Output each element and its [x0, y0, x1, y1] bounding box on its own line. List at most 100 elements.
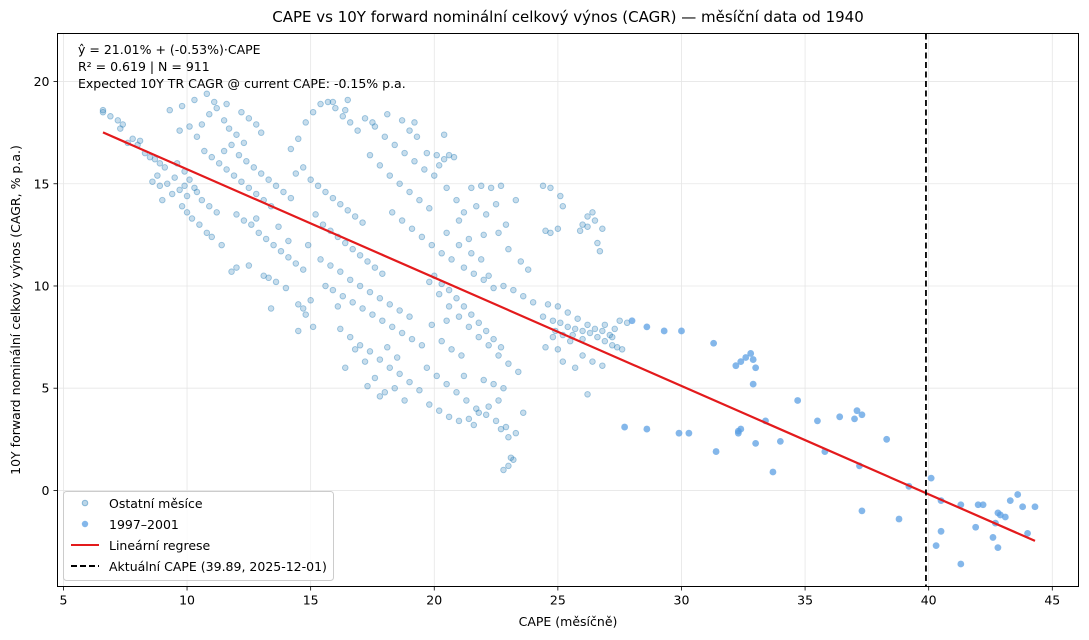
- point-other-month: [342, 106, 349, 114]
- point-other-month: [485, 403, 492, 410]
- point-other-month: [435, 162, 443, 169]
- point-other-month: [455, 313, 463, 320]
- point-other-month: [129, 135, 136, 143]
- point-other-month: [183, 209, 191, 216]
- y-tick-label: 20: [34, 74, 50, 89]
- point-other-month: [168, 190, 176, 198]
- point-other-month: [398, 329, 406, 337]
- point-other-month: [584, 213, 591, 220]
- point-other-month: [549, 333, 557, 341]
- point-other-month: [295, 327, 302, 335]
- point-other-month: [228, 141, 235, 149]
- point-other-month: [584, 321, 591, 329]
- point-other-month: [599, 327, 606, 335]
- point-other-month: [431, 172, 438, 179]
- point-other-month: [564, 323, 572, 331]
- point-other-month: [613, 344, 621, 351]
- point-other-month: [369, 119, 376, 126]
- point-other-month: [475, 409, 483, 416]
- point-other-month: [512, 196, 520, 204]
- point-other-month: [312, 211, 319, 218]
- point-other-month: [495, 397, 502, 404]
- point-1997-2001: [712, 448, 720, 455]
- point-other-month: [359, 305, 366, 312]
- point-other-month: [579, 327, 586, 335]
- point-other-month: [384, 344, 391, 351]
- point-other-month: [233, 264, 240, 271]
- y-tick-label: 0: [42, 483, 50, 498]
- point-other-month: [198, 121, 206, 128]
- point-other-month: [388, 209, 396, 216]
- point-other-month: [589, 358, 596, 365]
- point-other-month: [334, 303, 342, 310]
- point-other-month: [193, 133, 201, 140]
- point-other-month: [386, 364, 394, 372]
- point-other-month: [458, 352, 465, 359]
- point-other-month: [510, 286, 517, 294]
- point-other-month: [500, 466, 507, 474]
- point-other-month: [257, 170, 265, 177]
- point-1997-2001: [1031, 503, 1039, 511]
- point-other-month: [171, 174, 178, 181]
- point-1997-2001: [675, 429, 683, 437]
- point-other-month: [136, 137, 144, 145]
- point-other-month: [381, 389, 389, 396]
- point-other-month: [253, 121, 260, 128]
- point-other-month: [228, 268, 235, 275]
- point-other-month: [413, 133, 421, 140]
- point-other-month: [539, 182, 547, 190]
- point-other-month: [406, 378, 413, 386]
- point-other-month: [287, 145, 295, 153]
- y-axis-ticks: 0 5 10 15 20: [34, 74, 58, 498]
- point-other-month: [426, 278, 433, 286]
- point-other-month: [193, 188, 201, 196]
- x-tick-label: 20: [426, 593, 442, 608]
- point-other-month: [579, 221, 586, 228]
- point-1997-2001: [742, 354, 750, 361]
- scatter-points: [99, 90, 1039, 568]
- x-tick-label: 30: [674, 593, 690, 608]
- legend-box: [63, 491, 334, 581]
- point-other-month: [255, 229, 262, 237]
- point-other-month: [292, 170, 300, 177]
- point-1997-2001: [628, 317, 636, 325]
- point-other-month: [369, 311, 376, 318]
- regression-annotation: ŷ = 21.01% + (-0.53%)·CAPE R² = 0.619 | …: [78, 42, 406, 91]
- point-other-month: [416, 196, 423, 204]
- point-other-month: [149, 178, 156, 185]
- point-1997-2001: [643, 425, 651, 433]
- point-other-month: [426, 205, 433, 212]
- point-other-month: [591, 217, 599, 224]
- point-other-month: [342, 364, 349, 372]
- point-other-month: [418, 342, 426, 349]
- point-other-month: [428, 241, 436, 249]
- point-other-month: [559, 358, 567, 365]
- point-other-month: [376, 294, 384, 302]
- point-other-month: [381, 133, 389, 140]
- point-other-month: [282, 284, 290, 292]
- point-other-month: [618, 346, 626, 353]
- point-other-month: [487, 184, 495, 192]
- point-other-month: [208, 233, 216, 241]
- point-other-month: [571, 325, 579, 333]
- point-other-month: [455, 241, 463, 249]
- point-other-month: [594, 239, 601, 247]
- point-other-month: [473, 405, 480, 412]
- y-tick-label: 5: [42, 381, 50, 396]
- point-1997-2001: [836, 413, 844, 421]
- point-other-month: [396, 180, 403, 188]
- point-other-month: [406, 127, 413, 134]
- point-other-month: [206, 111, 213, 118]
- point-other-month: [151, 155, 159, 163]
- point-other-month: [505, 434, 512, 441]
- point-other-month: [470, 421, 478, 429]
- point-other-month: [388, 323, 396, 331]
- point-1997-2001: [814, 417, 821, 425]
- point-other-month: [364, 258, 371, 265]
- point-other-month: [213, 209, 220, 216]
- point-other-month: [366, 288, 374, 296]
- point-other-month: [280, 188, 287, 196]
- point-other-month: [245, 262, 253, 269]
- point-other-month: [285, 254, 292, 261]
- point-other-month: [554, 225, 562, 232]
